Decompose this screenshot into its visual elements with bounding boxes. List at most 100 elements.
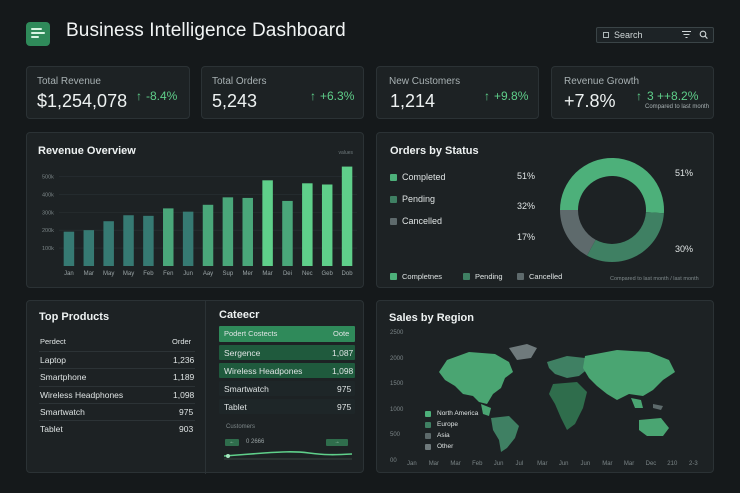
x-tick-label: Jun bbox=[493, 461, 504, 467]
revenue-bar bbox=[83, 230, 95, 266]
x-tick-label: Aay bbox=[203, 271, 213, 277]
page-title: Business Intelligence Dashboard bbox=[66, 20, 346, 41]
region-islands bbox=[653, 404, 663, 410]
x-tick-label: Mar bbox=[537, 461, 548, 467]
revenue-bar bbox=[341, 166, 353, 266]
legend-label: Cancelled bbox=[529, 272, 563, 281]
status-label: Cancelled bbox=[402, 216, 443, 226]
legend-swatch bbox=[425, 444, 431, 450]
status-percent: 51% bbox=[517, 171, 536, 181]
donut-slice bbox=[560, 210, 596, 256]
category-name: Wireless Headpones bbox=[224, 366, 303, 376]
x-tick-label: Mar bbox=[262, 271, 272, 277]
revenue-overview-panel: Revenue Overview values 100k 200k 300k 400k… bbox=[26, 132, 364, 288]
kpi-label: Total Orders bbox=[212, 76, 267, 87]
category-value: 975 bbox=[337, 402, 352, 412]
x-tick-label: Jun bbox=[183, 271, 193, 277]
status-swatch-pending bbox=[390, 196, 397, 203]
revenue-bar bbox=[321, 184, 333, 266]
y-tick-label: 2000 bbox=[390, 355, 404, 362]
filter-icon[interactable] bbox=[682, 31, 691, 39]
x-tick-label: Mar bbox=[428, 461, 440, 467]
x-tick-label: Sup bbox=[223, 271, 234, 277]
legend-swatch bbox=[463, 273, 470, 280]
revenue-bar bbox=[282, 200, 293, 266]
range-slider-track[interactable] bbox=[224, 446, 352, 462]
x-tick-label: Mar bbox=[84, 271, 94, 277]
panel-title: Sales by Region bbox=[389, 312, 474, 324]
donut-slice bbox=[586, 212, 664, 262]
range-start-button[interactable]: ← bbox=[225, 439, 239, 446]
product-name: Laptop bbox=[40, 355, 66, 365]
x-tick-label: May bbox=[123, 271, 134, 277]
category-row[interactable] bbox=[219, 345, 355, 360]
x-tick-label: Jan bbox=[64, 271, 74, 277]
x-tick-label: Fen bbox=[163, 271, 173, 277]
y-tick-label: 00 bbox=[390, 457, 397, 464]
x-tick-label: Feb bbox=[472, 461, 483, 467]
status-label: Pending bbox=[402, 194, 436, 204]
legend-swatch bbox=[517, 273, 524, 280]
revenue-bar bbox=[242, 197, 253, 266]
product-name: Smartwatch bbox=[40, 407, 85, 417]
panel-title: Orders by Status bbox=[390, 145, 479, 157]
revenue-chart: 100k 200k 300k 400k 500k Jan Mar May May Feb Fen Ju… bbox=[42, 166, 357, 277]
status-percent: 17% bbox=[517, 232, 536, 242]
category-value: 1,087 bbox=[332, 348, 354, 358]
x-tick-label: Dei bbox=[283, 271, 292, 277]
legend-swatch bbox=[390, 273, 397, 280]
revenue-bar bbox=[302, 183, 313, 266]
arrow-up-icon: ↑ bbox=[310, 89, 316, 103]
product-name: Wireless Headphones bbox=[40, 390, 124, 400]
y-tick-label: 200k bbox=[42, 228, 54, 234]
region-africa bbox=[549, 382, 587, 430]
y-tick-label: 500k bbox=[42, 174, 54, 180]
category-row[interactable] bbox=[219, 381, 355, 396]
search-icon[interactable] bbox=[699, 30, 708, 40]
donut-slice bbox=[560, 158, 664, 214]
region-europe bbox=[547, 356, 589, 378]
region-greenland bbox=[509, 344, 537, 360]
search-box[interactable]: Search bbox=[596, 27, 714, 43]
category-name: Smartwatch bbox=[224, 384, 269, 394]
kpi-card-new-customers: New Customers 1,214 ↑ +9.8% bbox=[376, 66, 539, 119]
chart-corner-label: values bbox=[338, 150, 353, 156]
x-tick-label: 210 bbox=[667, 461, 678, 467]
sales-by-region-panel: Sales by Region 2500 2000 1500 1000 500 00 Ja… bbox=[376, 300, 714, 473]
y-tick-label: 400k bbox=[42, 192, 54, 198]
product-orders: 975 bbox=[179, 407, 194, 417]
kpi-value: 1,214 bbox=[390, 91, 436, 111]
category-name: Sergence bbox=[224, 348, 261, 358]
revenue-bar bbox=[63, 231, 75, 266]
legend-label: Completnes bbox=[402, 272, 443, 281]
category-row[interactable] bbox=[219, 399, 355, 414]
range-end-button[interactable]: → bbox=[326, 439, 348, 446]
legend-swatch bbox=[425, 433, 431, 439]
x-tick-label: Mer bbox=[243, 271, 253, 277]
kpi-delta: +6.3% bbox=[320, 89, 355, 103]
x-tick-label: Dec bbox=[645, 461, 657, 467]
kpi-label: Total Revenue bbox=[37, 76, 101, 87]
kpi-value: +7.8% bbox=[564, 91, 616, 111]
product-orders: 903 bbox=[179, 424, 194, 434]
column-header: Podert Costects bbox=[224, 329, 278, 338]
product-name: Tablet bbox=[40, 424, 63, 434]
y-tick-label: 2500 bbox=[390, 330, 404, 336]
category-row[interactable] bbox=[219, 363, 355, 378]
legend-swatch bbox=[425, 411, 431, 417]
product-orders: 1,236 bbox=[173, 355, 195, 365]
orders-by-status-panel: Orders by Status Completed 51% Pending 3… bbox=[376, 132, 714, 288]
x-tick-label: Mar bbox=[450, 461, 461, 467]
revenue-bar bbox=[123, 215, 134, 266]
panel-divider bbox=[205, 301, 206, 474]
status-label: Completed bbox=[402, 172, 446, 182]
panel-title: Top Products bbox=[39, 311, 110, 323]
x-tick-label: Jun bbox=[580, 461, 591, 467]
column-header: Oote bbox=[333, 329, 350, 338]
legend-label: North America bbox=[437, 410, 479, 417]
kpi-delta: 3 ++8.2% bbox=[647, 89, 699, 103]
region-south-america bbox=[491, 416, 519, 452]
world-map bbox=[439, 344, 675, 452]
x-tick-label: Jan bbox=[407, 461, 417, 467]
orders-donut-chart bbox=[560, 158, 664, 262]
